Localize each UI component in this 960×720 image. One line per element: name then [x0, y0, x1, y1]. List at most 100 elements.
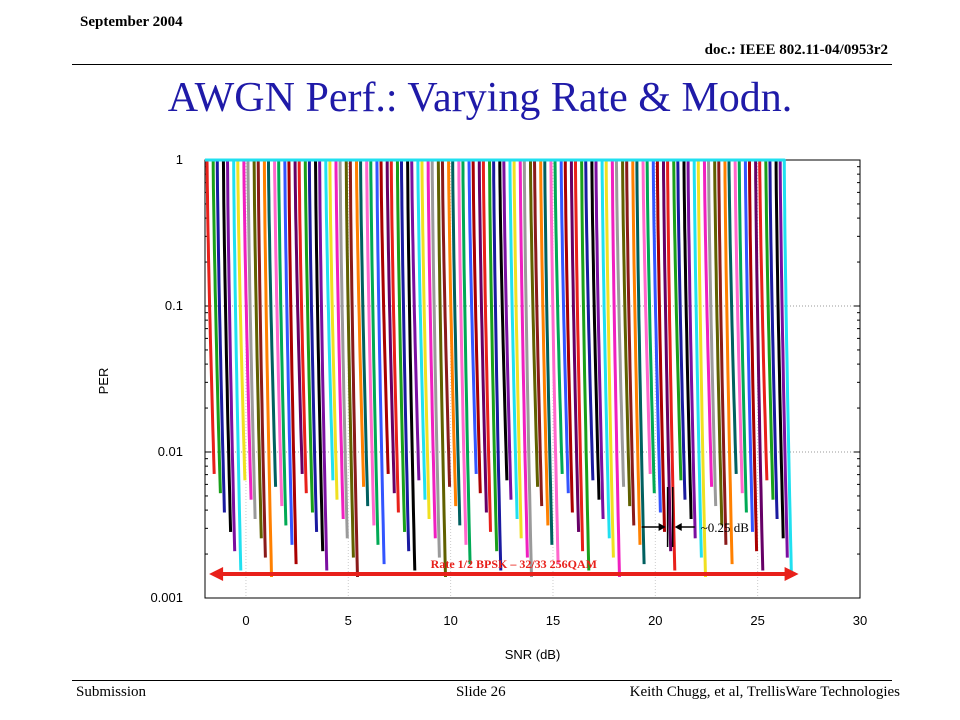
per-curve: [205, 158, 724, 526]
per-curve: [205, 158, 626, 487]
per-curve: [205, 158, 314, 513]
per-curve: [205, 158, 386, 565]
per-curve: [205, 158, 554, 545]
per-curve: [205, 158, 452, 487]
x-tick-label: 30: [853, 613, 867, 628]
footer-submission: Submission: [76, 684, 147, 700]
per-curve: [205, 158, 359, 578]
per-curve: [205, 158, 499, 552]
per-curve: [205, 158, 611, 539]
per-curve: [205, 158, 585, 552]
per-curve: [205, 158, 345, 520]
per-curve: [205, 158, 294, 545]
per-curve: [205, 158, 564, 474]
per-curve: [205, 158, 355, 558]
footer-divider: [72, 680, 892, 681]
per-curve: [205, 158, 284, 507]
step-label: ~0.25 dB: [701, 520, 750, 535]
per-curve: [205, 158, 335, 481]
range-arrowhead-left: [209, 567, 224, 581]
per-curve: [205, 158, 380, 545]
per-curve: [205, 158, 226, 513]
per-curve: [205, 158, 503, 571]
per-curve: [205, 158, 298, 565]
per-curve: [205, 158, 765, 571]
per-curve: [205, 158, 421, 481]
header-divider: [72, 64, 892, 65]
per-curve: [205, 158, 390, 474]
per-curve: [205, 158, 785, 539]
per-curve: [205, 158, 693, 520]
per-curve: [205, 158, 652, 474]
per-curve: [205, 158, 677, 571]
per-curve: [205, 158, 591, 571]
step-arrowhead-right: [674, 523, 682, 531]
per-curve: [205, 158, 734, 565]
per-curve: [205, 158, 288, 526]
per-curve: [205, 158, 431, 520]
per-curve: [205, 158, 687, 500]
per-curve: [205, 158, 779, 520]
per-curve: [205, 158, 775, 500]
per-curve: [205, 158, 243, 571]
per-curve: [205, 158, 441, 558]
per-curve: [205, 158, 714, 487]
per-curve: [205, 158, 632, 507]
per-curve: [205, 158, 400, 513]
x-tick-label: 5: [345, 613, 352, 628]
per-curve: [205, 158, 544, 507]
per-curve: [205, 158, 253, 500]
range-label: Rate 1/2 BPSK – 32/33 256QAM: [431, 557, 597, 571]
per-curve: [205, 158, 233, 532]
per-curve: [205, 158, 519, 520]
x-tick-label: 25: [750, 613, 764, 628]
per-curve: [205, 158, 427, 500]
footer-slide-number: Slide 26: [456, 684, 506, 700]
per-curve: [205, 158, 728, 545]
per-curve: [205, 158, 267, 558]
per-curve: [205, 158, 759, 552]
per-curve: [205, 158, 482, 494]
y-tick-label: 1: [176, 152, 183, 167]
per-curve: [205, 158, 308, 494]
per-curve: [205, 158, 366, 487]
footer-authors: Keith Chugg, et al, TrellisWare Technolo…: [629, 684, 900, 700]
per-curve: [205, 158, 793, 578]
per-curve: [205, 158, 769, 481]
per-curve: [205, 158, 662, 513]
per-curve: [205, 158, 529, 558]
per-curve: [205, 158, 339, 500]
per-curve: [205, 158, 411, 552]
per-curve: [205, 158, 621, 578]
per-curve: [205, 158, 744, 494]
per-curve: [205, 158, 683, 481]
step-arrowhead-left: [658, 523, 666, 531]
y-tick-label: 0.01: [158, 444, 183, 459]
per-curve: [205, 158, 417, 571]
per-curve: [205, 158, 656, 494]
per-curve: [205, 158, 646, 565]
per-curve: [205, 158, 263, 539]
per-curve: [205, 158, 581, 532]
per-curve: [205, 158, 673, 552]
per-curve: [205, 158, 396, 494]
y-axis-label: PER: [96, 368, 111, 395]
per-curve: [205, 158, 329, 571]
per-curve: [205, 158, 447, 578]
per-curve: [205, 158, 478, 474]
per-curve: [205, 158, 304, 474]
slide-title: AWGN Perf.: Varying Rate & Modn.: [167, 75, 793, 121]
per-curve: [205, 158, 642, 545]
per-curve: [205, 158, 488, 513]
per-curve: [205, 158, 748, 513]
per-curve: [205, 158, 540, 487]
x-tick-label: 15: [546, 613, 560, 628]
per-curve: [205, 158, 278, 487]
range-arrowhead-right: [784, 567, 799, 581]
per-curve: [205, 158, 437, 539]
header-doc-id: doc.: IEEE 802.11-04/0953r2: [704, 42, 888, 58]
y-tick-label: 0.1: [165, 298, 183, 313]
per-curve: [205, 158, 707, 578]
per-curve: [205, 158, 570, 494]
per-curve: [205, 158, 666, 532]
